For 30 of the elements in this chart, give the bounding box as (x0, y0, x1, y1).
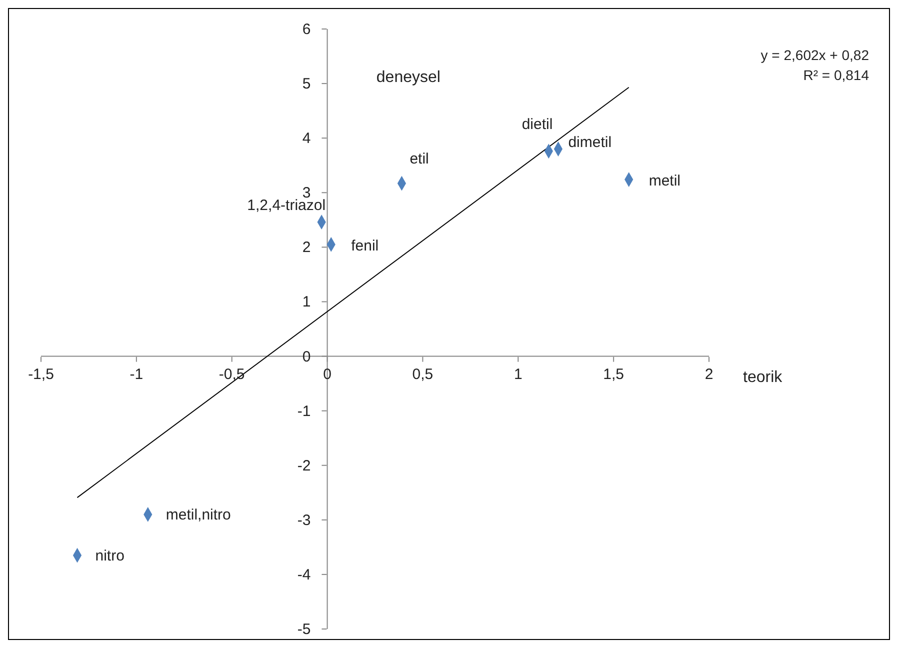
y-tick-label: -5 (297, 621, 311, 638)
y-tick-label: -1 (297, 402, 311, 420)
x-tick-label: -1 (130, 366, 144, 383)
annotation: fenil (351, 237, 379, 254)
annotation: dietil (522, 116, 553, 134)
y-tick-label: 6 (302, 21, 311, 38)
annotation: dimetil (568, 134, 612, 151)
x-axis-title: teorik (743, 368, 782, 387)
x-tick-label: 0 (323, 366, 332, 383)
y-tick-label: -4 (297, 566, 311, 584)
y-tick-label: -2 (297, 457, 311, 474)
text: R² = 0,814 (802, 66, 869, 85)
annotation: etil (410, 150, 429, 168)
y-tick-label: 0 (302, 348, 311, 366)
x-tick-label: 0,5 (412, 366, 434, 383)
text: y = 2,602x + 0,82 (760, 46, 869, 65)
x-tick-label: 1 (514, 366, 522, 383)
annotation: metil,nitro (166, 506, 231, 524)
x-tick-label: 2 (704, 366, 714, 383)
y-tick-label: 2 (302, 239, 311, 256)
y-tick-label: 4 (302, 130, 311, 148)
y-tick-label: 5 (302, 76, 311, 93)
y-axis-title: deneysel (376, 69, 440, 87)
annotation: metil (648, 172, 681, 190)
x-tick-label: 1,5 (603, 366, 624, 383)
annotation: nitro (95, 547, 124, 564)
x-tick-label: -1,5 (28, 366, 54, 383)
y-tick-label: 1 (302, 294, 311, 311)
y-tick-label: -3 (297, 512, 311, 529)
x-tick-label: -0,5 (218, 366, 245, 383)
